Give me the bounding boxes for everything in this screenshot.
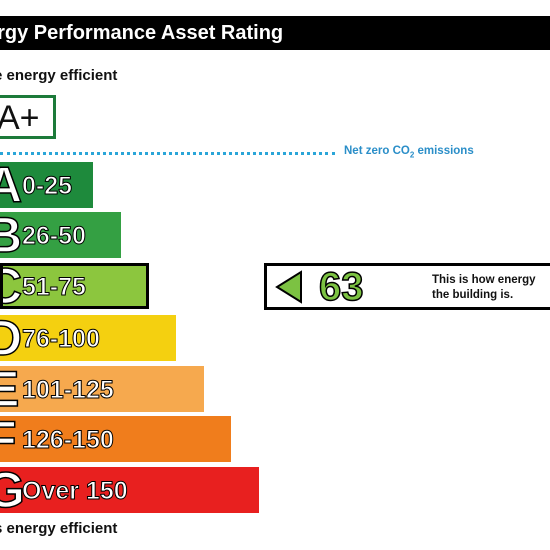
band-letter: C <box>3 266 23 306</box>
rating-message-line-1: This is how energy <box>432 274 536 286</box>
net-zero-subscript: 2 <box>409 150 415 160</box>
band-g: G Over 150 <box>0 467 259 513</box>
title-bar: ergy Performance Asset Rating <box>0 16 550 50</box>
band-a: A 0-25 <box>0 162 93 208</box>
rating-score: 63 <box>318 265 364 309</box>
band-b: B 26-50 <box>0 212 121 258</box>
net-zero-tail: emissions <box>414 145 474 157</box>
band-letter: F <box>0 416 17 462</box>
band-range: 126-150 <box>22 426 115 455</box>
net-zero-label: Net zero CO2 emissions <box>344 145 474 159</box>
band-range: Over 150 <box>22 477 129 506</box>
band-letter: E <box>0 366 20 412</box>
band-range: 51-75 <box>22 273 87 302</box>
page-title: ergy Performance Asset Rating <box>0 22 284 44</box>
rating-indicator: 63 This is how energy the building is. <box>264 263 550 310</box>
band-letter: G <box>0 467 26 513</box>
less-efficient-label: s energy efficient <box>0 520 118 537</box>
band-letter: B <box>0 212 23 258</box>
band-range: 26-50 <box>22 222 87 251</box>
net-zero-text: Net zero CO <box>344 145 410 157</box>
net-zero-dotted-line <box>0 152 335 155</box>
band-letter: D <box>0 315 23 361</box>
rating-message-line-2: the building is. <box>432 289 514 301</box>
rating-message: This is how energy the building is. <box>432 273 536 303</box>
left-arrow-icon <box>275 270 302 304</box>
aplus-rating-box: A+ <box>0 95 56 139</box>
arrow-shape <box>275 270 302 304</box>
band-e: E 101-125 <box>0 366 204 412</box>
band-c: C 51-75 <box>0 263 149 309</box>
band-range: 76-100 <box>22 325 101 354</box>
band-range: 101-125 <box>22 376 115 405</box>
band-f: F 126-150 <box>0 416 231 462</box>
band-d: D 76-100 <box>0 315 176 361</box>
band-range: 0-25 <box>21 172 73 201</box>
band-letter: A <box>0 162 23 208</box>
more-efficient-label: e energy efficient <box>0 67 118 84</box>
aplus-label: A+ <box>0 99 40 137</box>
